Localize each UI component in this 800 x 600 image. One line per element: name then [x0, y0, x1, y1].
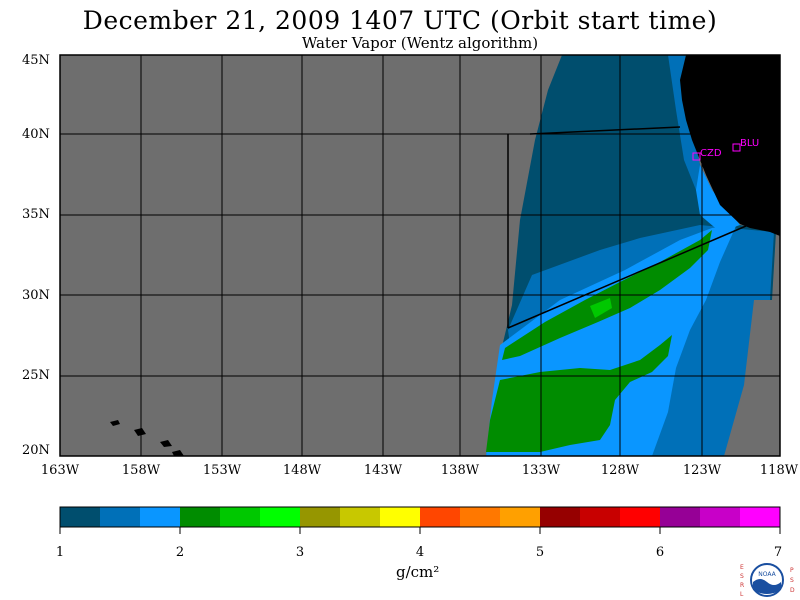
logo-letter-s: S — [740, 573, 744, 580]
station-label-blu: BLU — [740, 138, 759, 149]
lat-label-20n: 20N — [22, 443, 50, 458]
noaa-esrl-psd-logo: NOAA E S R L P S D — [740, 563, 795, 598]
colorbar-ticks — [59, 527, 781, 534]
island-maui — [160, 440, 172, 447]
colorbar-swatch — [540, 507, 581, 527]
colorbar-label-1: 1 — [55, 545, 65, 560]
lon-label-158w: 158W — [121, 463, 161, 478]
vapor-band-green-south — [486, 335, 672, 452]
island-hawaii — [172, 450, 184, 456]
colorbar-swatch — [700, 507, 741, 527]
station-marker-blu — [732, 143, 741, 152]
map-grid — [60, 55, 780, 456]
colorbar-unit: g/cm² — [396, 563, 440, 581]
colorbar-swatch — [100, 507, 141, 527]
station-label-czd: CZD — [700, 148, 722, 159]
colorbar-label-3: 3 — [295, 545, 305, 560]
map-subtitle: Water Vapor (Wentz algorithm) — [301, 34, 539, 52]
colorbar-label-4: 4 — [415, 545, 425, 560]
map-frame — [59, 54, 781, 457]
colorbar-swatch — [340, 507, 381, 527]
lon-label-138w: 138W — [440, 463, 480, 478]
lon-label-123w: 123W — [682, 463, 722, 478]
colorbar-label-7: 7 — [773, 545, 783, 560]
colorbar-swatch — [180, 507, 221, 527]
colorbar-swatch — [260, 507, 301, 527]
lat-label-45n: 45N — [22, 53, 50, 68]
island-oahu — [134, 428, 146, 436]
colorbar-swatch — [740, 507, 781, 527]
colorbar-swatch — [140, 507, 181, 527]
lon-label-148w: 148W — [282, 463, 322, 478]
lat-label-35n: 35N — [22, 207, 50, 222]
lon-label-143w: 143W — [363, 463, 403, 478]
station-marker-czd — [692, 152, 701, 161]
lat-label-40n: 40N — [22, 127, 50, 142]
colorbar-swatch — [500, 507, 541, 527]
lon-label-163w: 163W — [40, 463, 80, 478]
vapor-band-green-core — [590, 298, 612, 318]
colorbar-swatch — [420, 507, 461, 527]
logo-letter-p: P — [790, 567, 794, 574]
logo-letter-s2: S — [790, 577, 794, 584]
colorbar-swatch — [660, 507, 701, 527]
colorbar-swatch — [300, 507, 341, 527]
lon-label-153w: 153W — [202, 463, 242, 478]
colorbar-swatch — [620, 507, 661, 527]
logo-center-text: NOAA — [758, 571, 776, 578]
land-mass — [680, 55, 780, 236]
logo-letter-e: E — [740, 564, 744, 571]
lat-label-30n: 30N — [22, 288, 50, 303]
lon-label-133w: 133W — [521, 463, 561, 478]
logo-letter-d: D — [790, 587, 795, 594]
colorbar-swatch — [60, 507, 101, 527]
map-title: December 21, 2009 1407 UTC (Orbit start … — [82, 6, 718, 35]
island-kauai — [110, 420, 120, 426]
lat-label-25n: 25N — [22, 368, 50, 383]
colorbar-swatch — [580, 507, 621, 527]
lon-label-118w: 118W — [759, 463, 799, 478]
colorbar-label-5: 5 — [535, 545, 545, 560]
colorbar-label-2: 2 — [175, 545, 185, 560]
logo-letter-r: R — [740, 582, 744, 589]
logo-letter-l: L — [740, 591, 744, 598]
colorbar-swatch — [220, 507, 261, 527]
domain-box — [507, 126, 747, 329]
colorbar-swatch — [380, 507, 421, 527]
colorbar-label-6: 6 — [655, 545, 665, 560]
colorbar — [60, 507, 781, 527]
colorbar-swatch — [460, 507, 501, 527]
lon-label-128w: 128W — [600, 463, 640, 478]
